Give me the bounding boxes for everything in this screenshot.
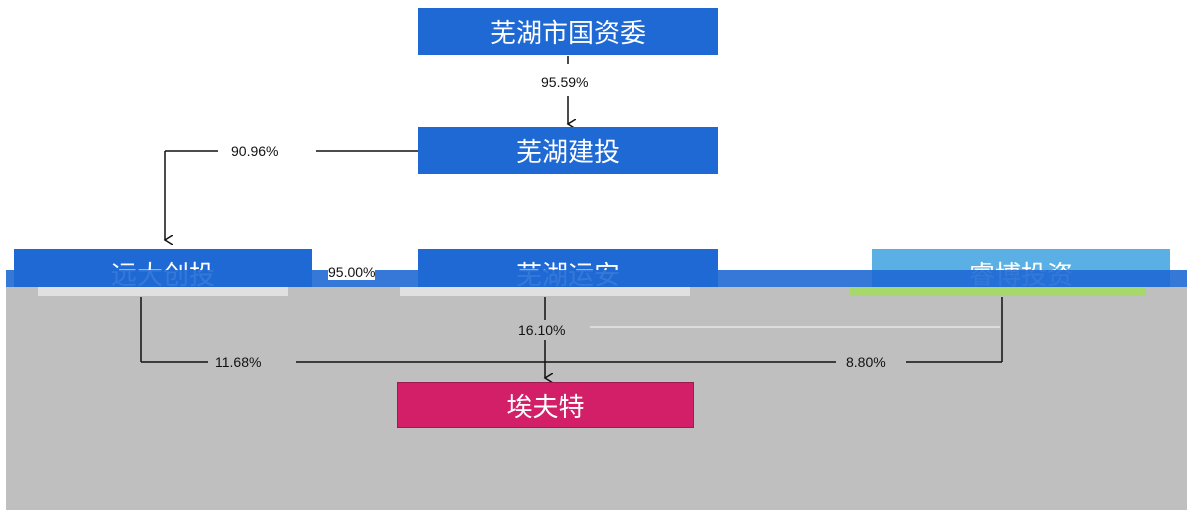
node-label: 埃夫特 xyxy=(506,392,585,423)
edge-label-yunan-efort: 16.10% xyxy=(518,322,566,338)
edge-label-yuanda-efort: 11.68% xyxy=(215,354,262,370)
node-label: 芜湖建投 xyxy=(515,138,620,168)
node-label: 芜湖市国资委 xyxy=(489,19,646,49)
node-efort: 埃夫特 xyxy=(397,382,694,428)
edge-label-construction-yuanda: 90.96% xyxy=(231,143,279,159)
render-artifact-green xyxy=(850,287,1146,296)
node-wuhu-construction: 芜湖建投 xyxy=(418,127,718,174)
edge-label-ruibo-efort: 8.80% xyxy=(846,354,886,370)
edge-label-yuanda-yunan: 95.00% xyxy=(328,264,376,280)
node-wuhu-sasac: 芜湖市国资委 xyxy=(418,8,718,55)
render-artifact-gray xyxy=(38,287,288,296)
render-artifact-gray xyxy=(400,287,690,296)
render-artifact-strip xyxy=(6,270,1187,287)
edge-label-sasac-construction: 95.59% xyxy=(541,74,589,90)
